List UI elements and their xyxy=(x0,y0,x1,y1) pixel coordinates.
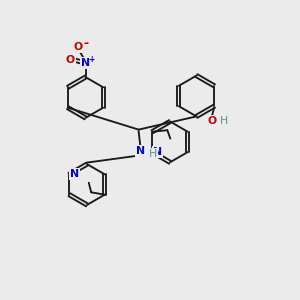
Text: N: N xyxy=(81,58,90,68)
Text: N: N xyxy=(153,147,162,157)
Text: N: N xyxy=(136,146,146,156)
Text: O: O xyxy=(207,116,216,126)
Text: O: O xyxy=(74,42,82,52)
Text: N: N xyxy=(70,169,79,179)
Text: H: H xyxy=(149,148,157,159)
Text: O: O xyxy=(65,55,74,65)
Text: -: - xyxy=(83,37,88,50)
Text: H: H xyxy=(220,116,229,126)
Text: +: + xyxy=(88,55,94,64)
